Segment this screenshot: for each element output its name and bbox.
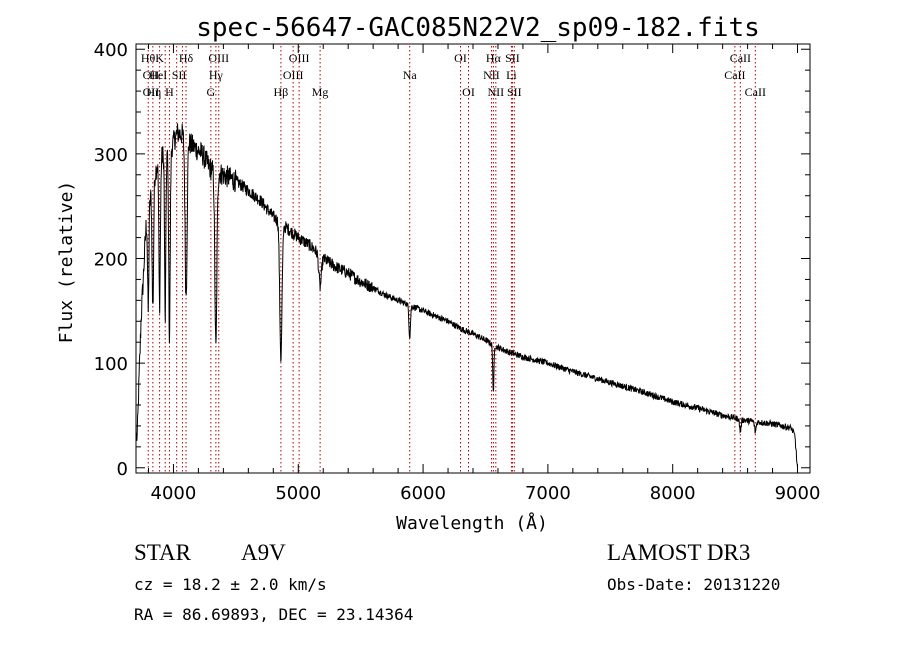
x-axis-label: Wavelength (Å)	[396, 512, 548, 534]
survey-name: LAMOST DR3	[607, 540, 750, 565]
y-tick-label: 100	[94, 354, 128, 375]
line-marker-label: Hθ	[141, 51, 156, 65]
line-marker-label: Mg	[312, 85, 329, 99]
chart-title: spec-56647-GAC085N22V2_sp09-182.fits	[196, 13, 760, 43]
object-class: STAR	[134, 540, 192, 565]
y-tick-label: 0	[117, 459, 128, 480]
line-marker-label: SII	[172, 68, 187, 82]
line-marker-label: OIII	[289, 51, 310, 65]
line-marker-label: Hη	[146, 85, 161, 99]
x-tick-label: 4000	[151, 483, 197, 504]
y-tick-label: 300	[94, 145, 128, 166]
plot-frame	[135, 43, 811, 474]
line-marker-label: SII	[507, 85, 522, 99]
line-marker-label: SII	[505, 51, 520, 65]
coordinates: RA = 86.69893, DEC = 23.14364	[134, 605, 413, 624]
y-tick-label: 200	[94, 250, 128, 271]
line-markers-layer: Hθ OII OII K HeI Hη H Hδ SII OIII Hγ G Hβ OIII OIII Mg N…	[141, 46, 766, 473]
y-tick-label: 400	[94, 40, 128, 61]
line-marker-label: Hδ	[179, 51, 194, 65]
line-marker-label: K	[155, 51, 164, 65]
spectral-subclass: A9V	[241, 540, 286, 565]
line-marker-label: OIII	[208, 51, 229, 65]
y-axis-label: Flux (relative)	[56, 181, 77, 344]
x-tick-label: 7000	[525, 483, 571, 504]
x-tick-label: 6000	[400, 483, 446, 504]
line-marker-label: Hα	[486, 51, 502, 65]
line-marker-label: Li	[506, 68, 517, 82]
observation-date: Obs-Date: 20131220	[607, 575, 780, 594]
spectrum-layer	[136, 123, 798, 467]
line-marker-label: NII	[483, 68, 500, 82]
line-marker-label: OI	[454, 51, 467, 65]
line-marker-label: OII	[143, 85, 160, 99]
x-tick-label: 5000	[275, 483, 321, 504]
line-marker-label: Na	[403, 68, 418, 82]
line-marker-label: Hβ	[274, 85, 289, 99]
x-tick-label: 9000	[775, 483, 821, 504]
line-marker-label: OII	[143, 68, 160, 82]
line-marker-label: HeI	[149, 68, 167, 82]
line-marker-label: CaII	[730, 51, 751, 65]
line-marker-label: OI	[462, 85, 475, 99]
line-marker-label: Hγ	[209, 68, 224, 82]
spectrum-line	[136, 123, 798, 467]
line-marker-label: H	[165, 85, 174, 99]
line-marker-label: NII	[488, 85, 505, 99]
line-marker-label: OIII	[283, 68, 304, 82]
line-marker-label: CaII	[745, 85, 766, 99]
x-tick-label: 8000	[650, 483, 696, 504]
redshift-value: cz = 18.2 ± 2.0 km/s	[134, 575, 327, 594]
line-marker-label: CaII	[724, 68, 745, 82]
line-marker-label: G	[207, 85, 216, 99]
axes-layer: 4000 5000 6000 7000 8000 9000 0 100 200 300 400	[94, 40, 821, 504]
